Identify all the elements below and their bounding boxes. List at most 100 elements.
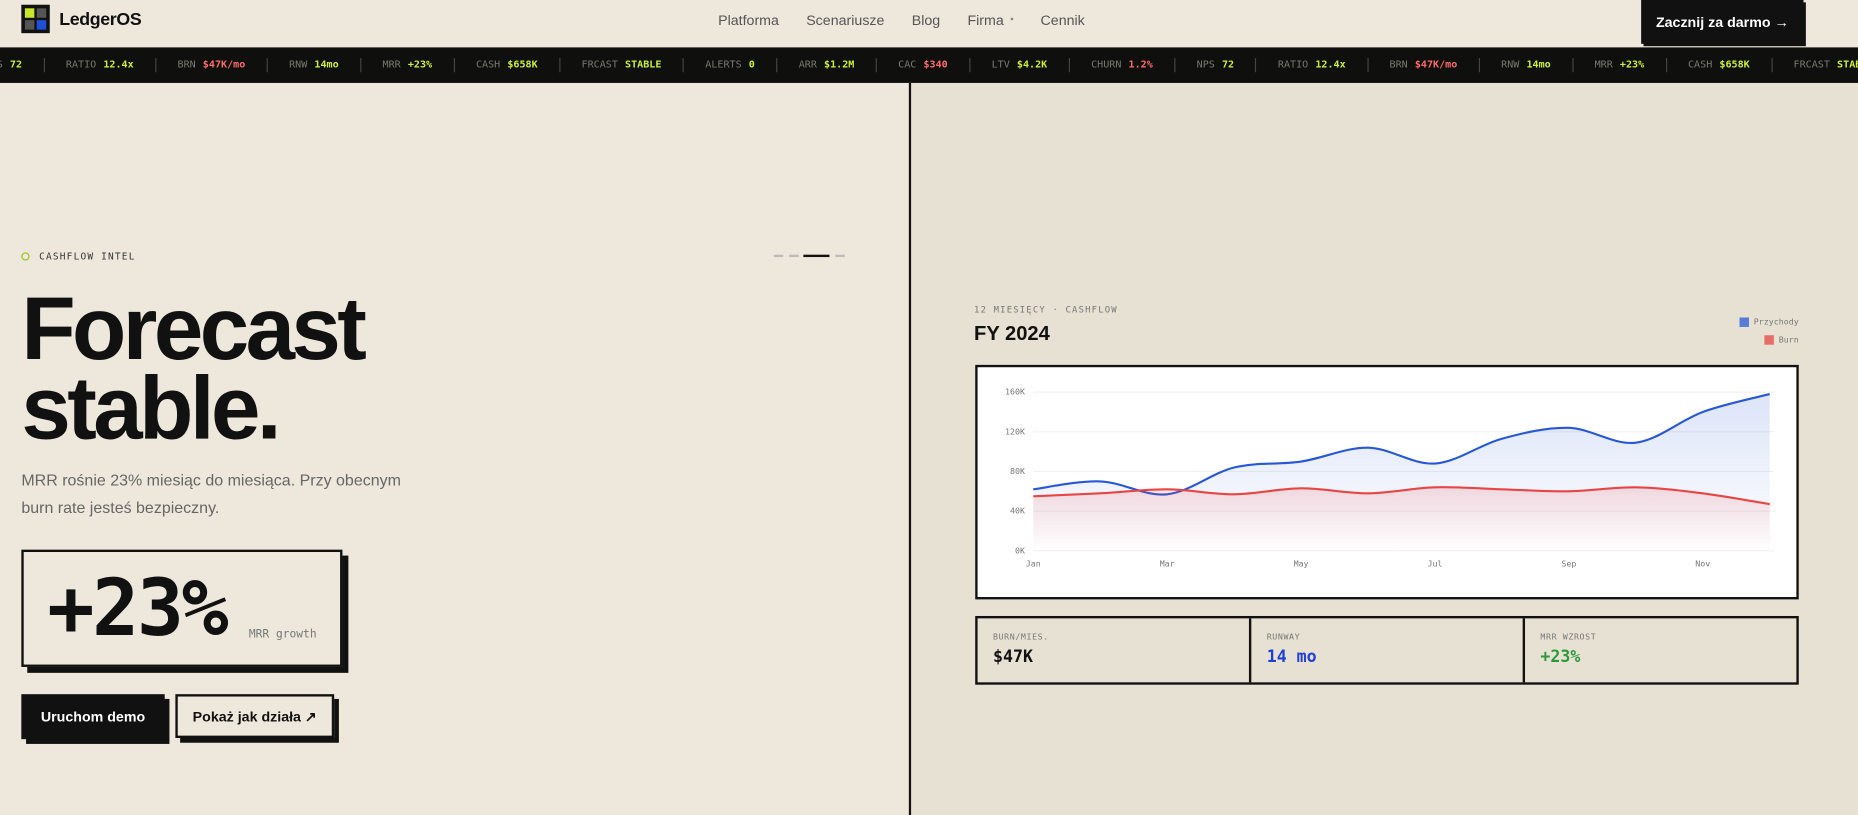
- ticker-item: RNW 14mo: [266, 58, 360, 73]
- ticker-value: 72: [9, 59, 23, 72]
- x-tick-label: Sep: [1561, 558, 1576, 568]
- stat-card: RUNWAY 14 mo: [1248, 618, 1523, 683]
- ticker-item: MRR +23%: [1572, 58, 1665, 73]
- ticker-item: FRCAST STABLE: [1771, 58, 1858, 73]
- ticker-value: $658K: [507, 59, 538, 72]
- logo-square: [24, 8, 35, 18]
- stat-card-value: +23%: [1540, 647, 1581, 667]
- ticker-item: LTV $4.2K: [969, 58, 1068, 73]
- slide-indicator[interactable]: [835, 254, 845, 258]
- ticker-label: RNW: [289, 59, 308, 72]
- panel-eyebrow: 12 MIESIĘCY · CASHFLOW: [974, 304, 1118, 316]
- ticker-label: ALERTS: [705, 59, 742, 72]
- ticker-value: $47K/mo: [1414, 59, 1458, 72]
- ticker-value: $658K: [1719, 59, 1750, 72]
- stat-card: MRR WZROST +23%: [1522, 618, 1797, 683]
- status-dot: [21, 252, 30, 261]
- slide-indicator[interactable]: [803, 254, 830, 258]
- stat-card-label: MRR WZROST: [1540, 632, 1597, 643]
- nav-link[interactable]: Platforma: [718, 12, 779, 29]
- ticker-label: RATIO: [65, 59, 97, 72]
- ticker-item: CAC $340: [875, 58, 969, 73]
- ticker-value: 14mo: [314, 59, 339, 72]
- ticker-item: NPS 72: [0, 58, 43, 72]
- ticker-value: $47K/mo: [202, 59, 246, 72]
- slide-indicator[interactable]: [789, 254, 799, 258]
- y-tick-label: 0K: [1015, 545, 1025, 555]
- legend-item: Burn: [1764, 335, 1799, 345]
- legend-swatch: [1739, 317, 1750, 327]
- ticker-item: CASH $658K: [1665, 58, 1771, 73]
- ticker-value: $4.2K: [1016, 59, 1048, 72]
- ticker-item: BRN $47K/mo: [154, 58, 267, 73]
- stat-card-label: BURN/MIES.: [992, 632, 1049, 643]
- ticker-value: 0: [748, 59, 755, 72]
- ticker-item: RATIO 12.4x: [43, 58, 155, 73]
- hero-lead: MRR rośnie 23% miesiąc do miesiąca. Przy…: [21, 471, 401, 517]
- ticker-item: ALERTS 0: [682, 58, 776, 73]
- nav-link[interactable]: Scenariusze: [806, 12, 884, 29]
- slide-indicator[interactable]: [773, 254, 784, 258]
- logo-icon: [21, 4, 50, 34]
- secondary-button[interactable]: Pokaż jak działa ↗: [175, 694, 335, 738]
- ticker-item: ARR $1.2M: [776, 58, 875, 73]
- stat-value: +23%: [47, 562, 228, 654]
- stat-cards: BURN/MIES. $47K RUNWAY 14 mo MRR WZROST +23%: [975, 615, 1799, 685]
- legend-swatch: [1764, 335, 1775, 345]
- ticker-item: BRN $47K/mo: [1367, 58, 1479, 73]
- brand-name: LedgerOS: [59, 9, 142, 30]
- legend-label: Przychody: [1753, 317, 1799, 327]
- legend-label: Burn: [1778, 335, 1799, 345]
- ticker-label: RNW: [1501, 59, 1520, 72]
- stat-label: MRR growth: [248, 627, 317, 641]
- ticker-label: ARR: [798, 59, 817, 72]
- nav-link[interactable]: Blog: [912, 12, 940, 29]
- ticker-track: NPS 72 RATIO 12.4x BRN $47K/mo RNW 14mo MRR +23% C…: [0, 47, 1858, 83]
- ticker-item: RNW 14mo: [1478, 58, 1572, 73]
- y-tick-label: 160K: [1005, 387, 1025, 397]
- ticker-bar: NPS 72 RATIO 12.4x BRN $47K/mo RNW 14mo MRR +23% C…: [0, 47, 1858, 83]
- ticker-label: MRR: [1594, 59, 1613, 72]
- cta-button[interactable]: Zacznij za darmo →: [1641, 0, 1804, 44]
- ticker-label: NPS: [0, 59, 3, 71]
- ticker-label: BRN: [177, 59, 196, 72]
- stat-box: +23% MRR growth: [21, 549, 343, 667]
- panel-divider: [908, 82, 912, 815]
- logo-square: [24, 20, 35, 30]
- y-tick-label: 80K: [1010, 466, 1025, 476]
- x-tick-label: Nov: [1695, 558, 1710, 568]
- ticker-item: CHURN 1.2%: [1068, 58, 1175, 73]
- x-tick-label: Jan: [1026, 558, 1041, 568]
- nav-bar: [0, 0, 1858, 48]
- x-tick-label: May: [1294, 558, 1309, 568]
- legend-item: Przychody: [1739, 317, 1799, 327]
- nav-link[interactable]: Cennik: [1041, 12, 1085, 29]
- ticker-label: LTV: [991, 59, 1010, 72]
- stat-card-value: 14 mo: [1266, 647, 1317, 667]
- y-tick-label: 40K: [1010, 506, 1025, 516]
- chart: 0K 40K 80K 120K 160K Jan Mar May Jul Sep Nov: [1005, 387, 1774, 568]
- ticker-value: 72: [1221, 59, 1235, 72]
- ticker-value: +23%: [407, 59, 433, 72]
- ticker-item: CASH $658K: [453, 58, 559, 73]
- ticker-item: FRCAST STABLE: [559, 58, 683, 73]
- chart-frame: 0K 40K 80K 120K 160K Jan Mar May Jul Sep Nov: [975, 364, 1799, 600]
- primary-button[interactable]: Uruchom demo: [21, 694, 165, 740]
- ticker-value: $340: [923, 59, 948, 72]
- stat-card-label: RUNWAY: [1266, 632, 1301, 643]
- nav-link[interactable]: Firma: [967, 12, 1014, 28]
- left-panel: [0, 82, 909, 815]
- hero-title-line: Forecast: [21, 278, 367, 378]
- ticker-label: RATIO: [1277, 59, 1309, 72]
- hero-title: Forecast stable.: [21, 278, 367, 458]
- ticker-value: 12.4x: [1315, 59, 1346, 72]
- logo-square: [36, 20, 47, 30]
- hero-title-line: stable.: [21, 357, 281, 458]
- logo-square: [36, 8, 47, 18]
- x-tick-label: Jul: [1427, 558, 1442, 568]
- ticker-value: +23%: [1619, 59, 1645, 72]
- ticker-value: $1.2M: [824, 59, 855, 72]
- ticker-label: CASH: [1687, 59, 1713, 72]
- ticker-label: MRR: [382, 59, 401, 72]
- nav-link-text: Blog: [911, 11, 941, 29]
